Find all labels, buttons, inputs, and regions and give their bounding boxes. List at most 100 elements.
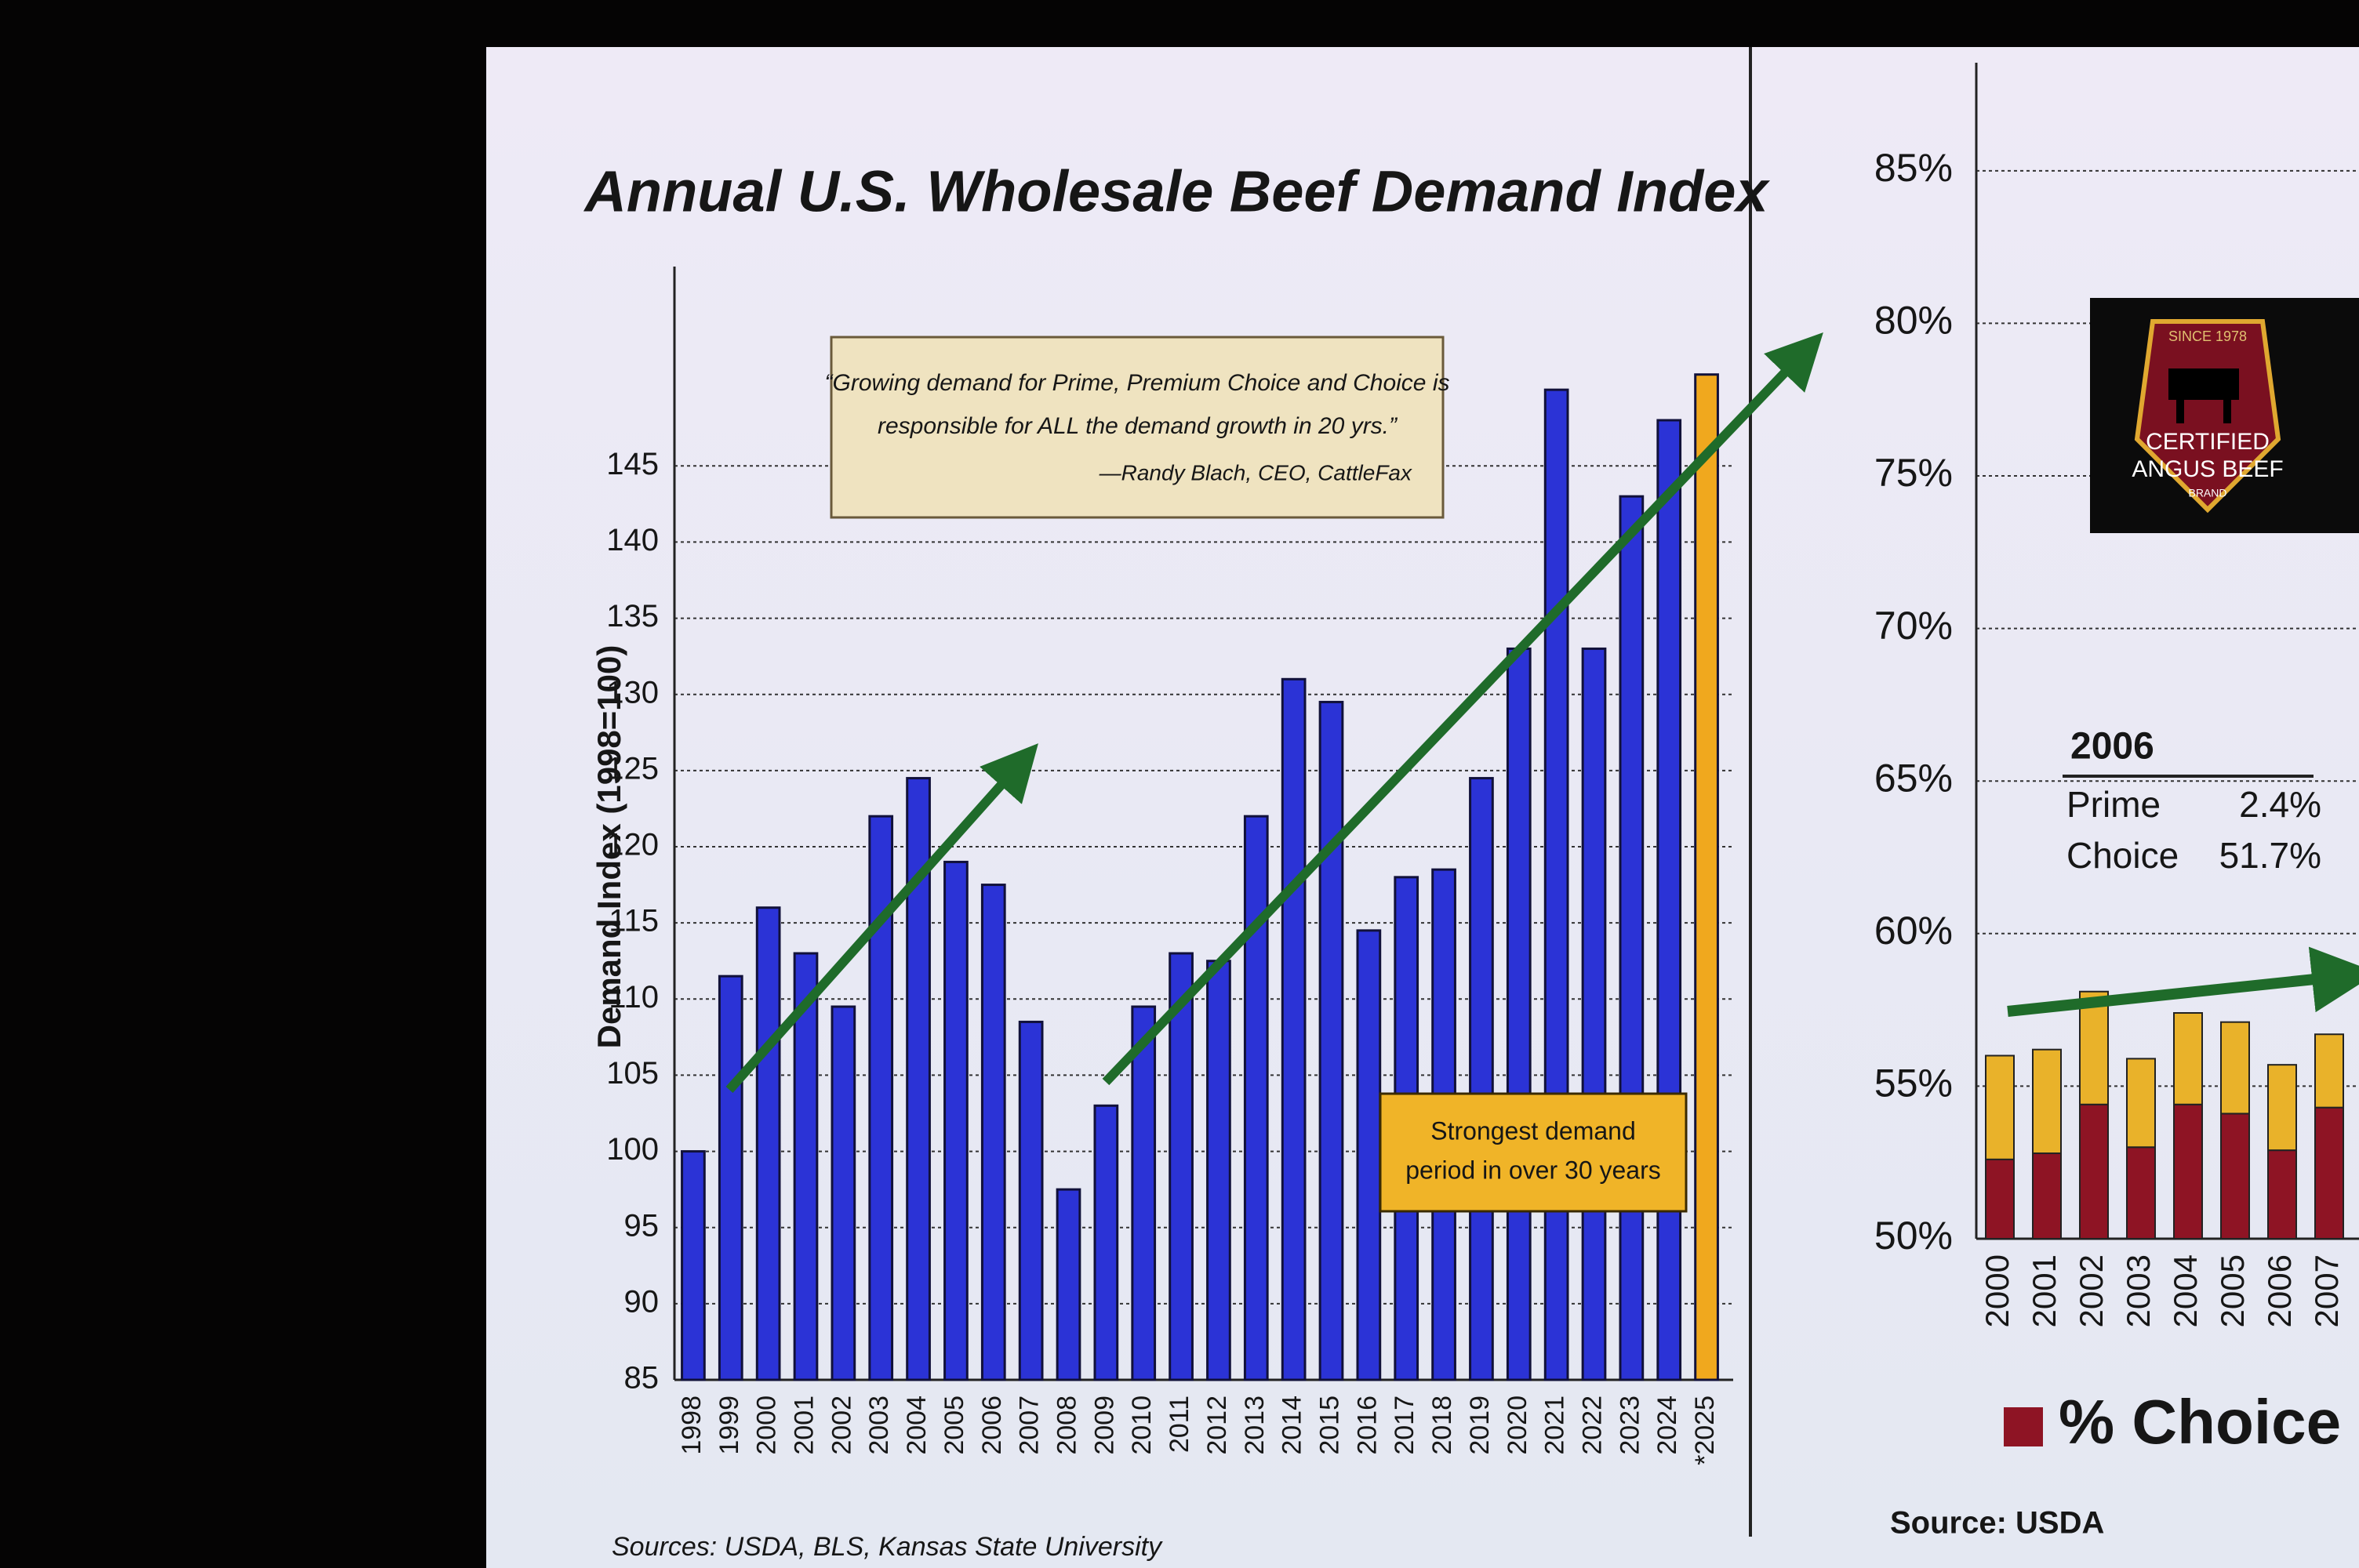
table-cell: 2.4% [2239,784,2321,825]
y-tick-label: 60% [1874,909,1953,953]
bar-segment [2220,1021,2250,1115]
source: Source: USDA [1890,1506,2104,1541]
annotation-line: Strongest demand [1430,1116,1636,1145]
chart-title: Annual U.S. Wholesale Beef Demand Index [583,159,1770,224]
bar-segment [1985,1158,2015,1240]
bar [1656,419,1682,1381]
plot: 85 90 95 100 105 110 115 120 125 130 135 140 145 1998… [606,267,1733,1465]
y-tick-label: 135 [606,599,659,633]
y-tick-label: 65% [1874,756,1953,800]
x-tick-label: 2007 [2308,1254,2345,1327]
x-tick-label: 2005 [940,1396,969,1455]
logo-text: CERTIFIED [2146,429,2270,455]
x-tick-label: 2004 [902,1396,932,1455]
x-tick-label: 2007 [1015,1396,1045,1455]
bar [1131,1005,1157,1381]
bar-segment [2079,990,2109,1105]
table-header: 2006 [2070,726,2154,768]
bar [755,906,781,1381]
x-tick-label: 2005 [2214,1254,2251,1327]
source: Sources: USDA, BLS, Kansas State Univers… [612,1532,1163,1562]
x-tick-label: 1998 [677,1396,707,1455]
y-axis-label: Demand Index (1998=100) [591,645,627,1049]
bar-segment [2267,1149,2297,1240]
logo-cow [2168,368,2239,423]
bar [793,952,819,1381]
bar [1169,952,1194,1381]
logo-text: BRAND [2188,487,2226,499]
bar-segment [2267,1064,2297,1152]
y-tick-label: 85 [624,1361,660,1396]
y-tick-label: 90 [624,1284,660,1319]
table-cell: Prime [2066,784,2161,825]
y-tick-label: 80% [1874,299,1953,343]
x-tick-label: 2006 [977,1396,1007,1455]
x-tick-label: 2002 [827,1396,856,1455]
x-tick-label: 2013 [1240,1396,1270,1455]
y-tick-label: 145 [606,447,659,481]
bar-segment [2220,1112,2250,1240]
y-tick-label: 115 [609,904,659,938]
table-cell: 51.7% [2219,835,2321,876]
bar [980,884,1006,1381]
x-tick-label: 2017 [1390,1396,1419,1455]
logo-text: SINCE 1978 [2168,328,2247,344]
bar-segment [2173,1012,2203,1105]
x-tick-label: 2002 [2073,1254,2110,1327]
logo-text: ANGUS BEEF [2132,456,2283,482]
x-tick-label: 2021 [1540,1396,1570,1455]
x-tick-label: 2023 [1615,1396,1645,1455]
x-tick-label: 2010 [1127,1396,1157,1455]
bar [1469,777,1494,1381]
bar [718,975,743,1381]
x-tick-label: 2000 [752,1396,782,1455]
bar [1206,960,1231,1381]
x-tick-label: 2022 [1577,1396,1607,1455]
plot: 50% 55% 60% 65% 70% 75% 80% 85% 2000 2001 2002 2003… [1874,63,2359,1327]
x-tick-label: 2019 [1465,1396,1495,1455]
bar [681,1150,706,1381]
y-tick-label: 55% [1874,1062,1953,1105]
bar-segment [2032,1152,2062,1240]
x-tick-label: 2024 [1652,1396,1682,1455]
bar [868,815,894,1381]
x-tick-label: 2001 [789,1396,819,1455]
annotation-box [1379,1092,1688,1213]
x-tick-label: 2011 [1165,1396,1194,1453]
y-tick-label: 70% [1874,604,1953,648]
bar [831,1005,856,1381]
bar-segment [2173,1103,2203,1240]
y-tick-label: 50% [1874,1214,1953,1258]
bar [1243,815,1269,1381]
trend-arrow [1102,332,1823,1086]
bar-segment [2314,1033,2344,1109]
quote-line: responsible for ALL the demand growth in… [878,413,1398,439]
y-tick-label: 125 [606,751,659,786]
y-tick-label: 85% [1874,146,1953,190]
bar [1581,647,1607,1381]
x-tick-label: 2009 [1089,1396,1119,1455]
x-tick-label: 2020 [1503,1396,1532,1455]
bar-segment [2314,1106,2344,1240]
x-tick-label: 2003 [2120,1254,2157,1327]
bar [1506,647,1532,1381]
bar [943,860,969,1381]
x-tick-label: 1999 [714,1396,744,1455]
legend-label: % Choice [2059,1387,2341,1457]
y-tick-label: 140 [606,523,659,557]
y-tick-label: 110 [609,980,659,1014]
x-tick-label: 2015 [1314,1396,1344,1455]
x-tick-label: 2001 [2026,1254,2063,1327]
x-tick-label: 2018 [1427,1396,1457,1455]
x-tick-label: 2014 [1278,1396,1307,1455]
bar-segment [2032,1048,2062,1155]
bar [1318,700,1344,1381]
x-tick-label: 2000 [1979,1254,2016,1327]
bar [1056,1188,1081,1381]
y-tick-label: 75% [1874,451,1953,495]
y-tick-label: 120 [606,828,659,862]
y-tick-label: 95 [624,1208,660,1243]
x-tick-label: 2012 [1202,1396,1232,1455]
